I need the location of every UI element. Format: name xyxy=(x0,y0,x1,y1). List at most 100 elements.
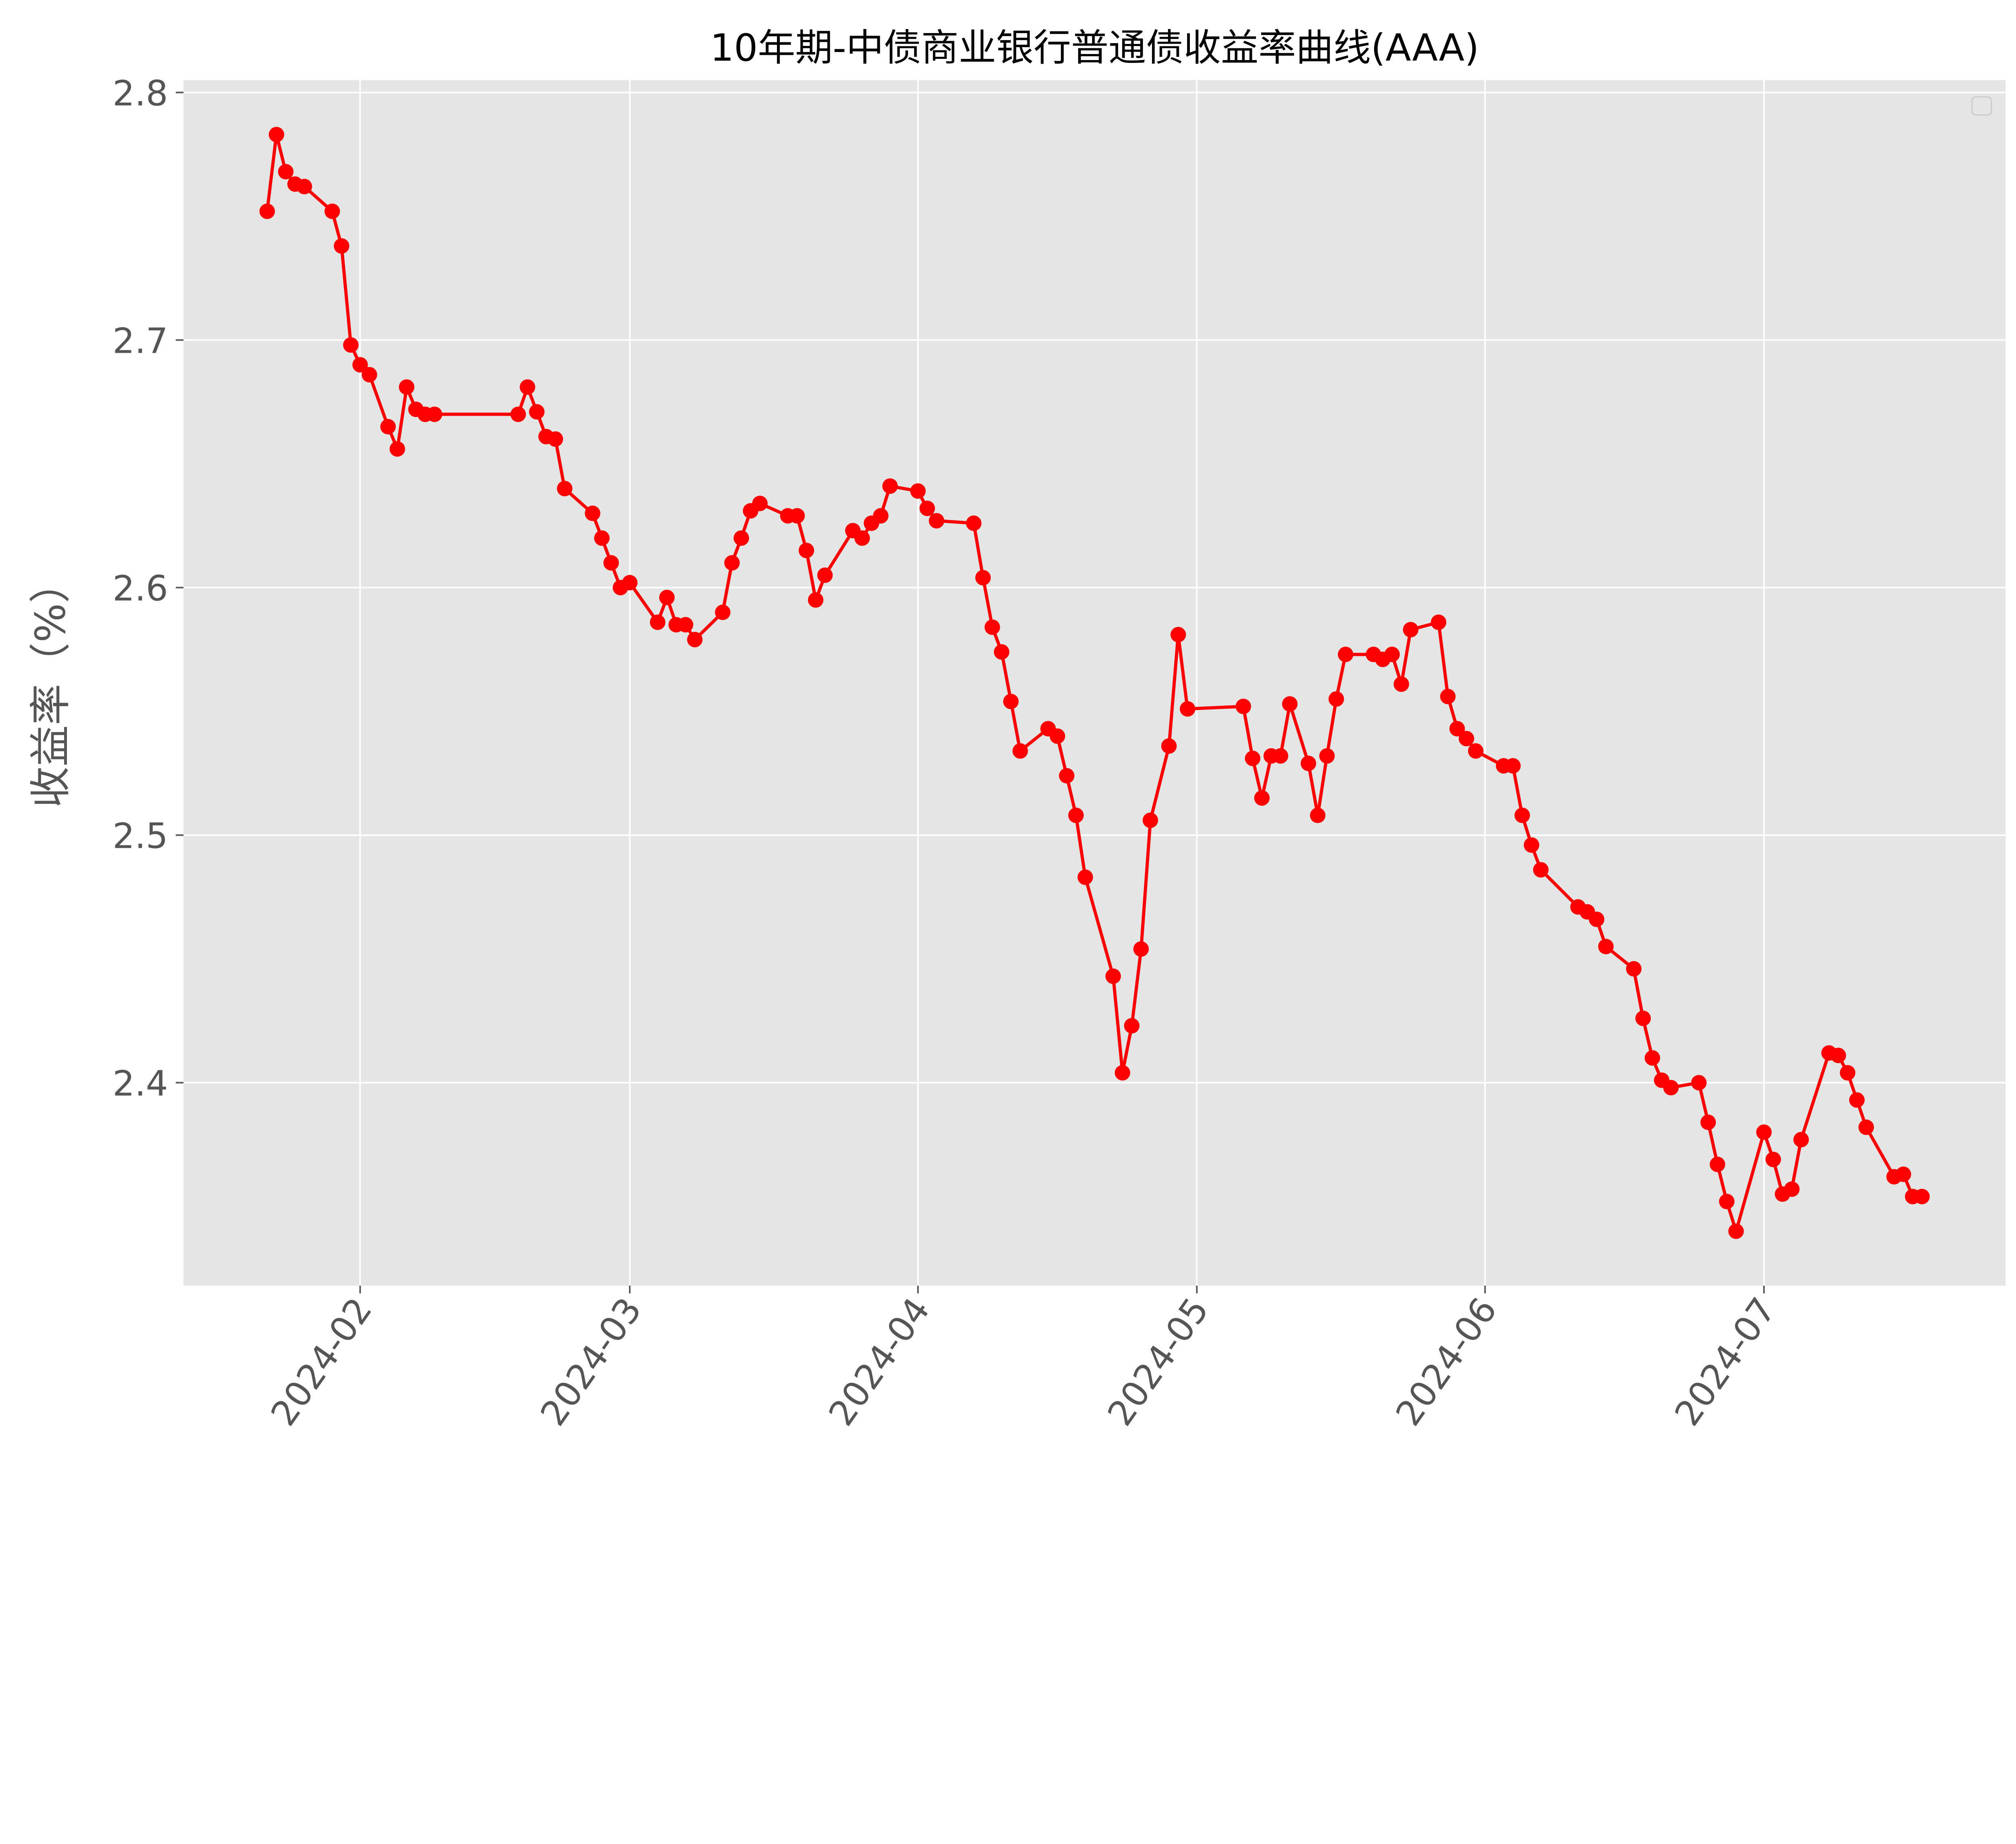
x-tick-label: 2024-05 xyxy=(1100,1290,1216,1433)
data-point xyxy=(1644,1050,1660,1066)
data-point xyxy=(993,644,1010,660)
data-point xyxy=(1514,808,1530,823)
data-point xyxy=(910,483,926,499)
data-point xyxy=(594,530,610,546)
data-point xyxy=(1170,626,1186,643)
y-axis-label: 收益率（%） xyxy=(27,562,75,808)
data-point xyxy=(1329,691,1344,707)
data-point xyxy=(296,179,312,194)
data-point xyxy=(278,164,294,180)
data-point xyxy=(1114,1065,1131,1081)
data-point xyxy=(427,406,442,422)
plot-area xyxy=(183,80,2006,1286)
y-axis: 2.4 2.5 2.6 2.7 2.8 xyxy=(112,73,184,1104)
data-point xyxy=(1319,748,1335,764)
data-point xyxy=(1431,614,1447,630)
data-point xyxy=(1272,748,1289,764)
data-point xyxy=(1393,676,1409,692)
data-point xyxy=(1700,1114,1716,1130)
data-point xyxy=(1180,701,1195,717)
data-point xyxy=(724,555,740,571)
data-point xyxy=(1300,755,1316,771)
data-point xyxy=(1858,1119,1874,1135)
data-point xyxy=(1282,696,1298,712)
data-point xyxy=(929,513,945,529)
data-point xyxy=(557,481,573,497)
data-point xyxy=(1142,812,1158,828)
data-point xyxy=(798,543,814,558)
data-point xyxy=(1710,1156,1725,1172)
data-point xyxy=(352,357,368,373)
data-point xyxy=(343,337,359,353)
data-point xyxy=(510,406,526,422)
chart-title: 10年期-中债商业银行普通债收益率曲线(AAA) xyxy=(710,26,1479,70)
data-point xyxy=(1338,647,1354,662)
data-point xyxy=(975,570,991,586)
y-tick-label: 2.5 xyxy=(112,816,168,857)
data-point xyxy=(1458,731,1475,747)
data-point xyxy=(1440,689,1456,704)
data-point xyxy=(1012,743,1028,759)
x-tick-label: 2024-02 xyxy=(263,1290,380,1433)
data-point xyxy=(362,367,377,383)
y-tick-label: 2.6 xyxy=(112,569,168,609)
data-point xyxy=(333,238,350,254)
data-point xyxy=(1635,1010,1651,1026)
data-point xyxy=(808,592,824,608)
data-point xyxy=(1468,743,1484,759)
data-point xyxy=(520,379,535,395)
x-tick-label: 2024-04 xyxy=(821,1290,938,1433)
data-point xyxy=(1895,1166,1911,1182)
data-point xyxy=(1254,790,1270,806)
data-point xyxy=(715,604,731,620)
data-point xyxy=(1133,941,1149,957)
x-axis: 2024-02 2024-03 2024-04 2024-05 2024-06 2024-… xyxy=(263,1286,1784,1433)
gridlines xyxy=(183,80,2006,1286)
data-point xyxy=(1626,961,1642,977)
data-point xyxy=(1161,738,1177,754)
data-point xyxy=(659,589,675,606)
data-point xyxy=(817,567,833,583)
data-point xyxy=(1524,837,1539,853)
y-tick-label: 2.7 xyxy=(112,321,168,362)
data-point xyxy=(1105,968,1121,984)
data-point xyxy=(1505,758,1521,774)
data-point xyxy=(882,478,898,494)
data-point xyxy=(603,555,619,571)
data-point xyxy=(1059,768,1075,784)
data-point xyxy=(1914,1188,1930,1205)
data-point xyxy=(1003,693,1019,710)
data-point xyxy=(1840,1065,1856,1081)
data-point xyxy=(733,530,749,546)
x-tick-label: 2024-03 xyxy=(533,1290,650,1433)
data-point xyxy=(1765,1151,1781,1168)
data-point xyxy=(380,419,396,435)
x-tick-label: 2024-06 xyxy=(1388,1290,1505,1433)
data-point xyxy=(1245,750,1260,766)
data-point xyxy=(1235,699,1251,714)
data-point xyxy=(1784,1181,1800,1197)
data-point xyxy=(1831,1047,1846,1064)
data-point xyxy=(1068,808,1084,823)
y-tick-label: 2.8 xyxy=(112,73,168,114)
data-point xyxy=(650,614,666,630)
data-point xyxy=(1728,1223,1744,1239)
data-point xyxy=(1663,1080,1679,1096)
data-point xyxy=(677,617,694,633)
data-point xyxy=(1124,1018,1140,1034)
x-tick-label: 2024-07 xyxy=(1667,1290,1784,1433)
data-point xyxy=(854,530,870,546)
data-point xyxy=(622,574,638,591)
data-point xyxy=(1384,647,1400,662)
data-point xyxy=(548,431,563,447)
data-point xyxy=(389,441,405,457)
data-point xyxy=(1793,1132,1809,1148)
data-point xyxy=(1403,622,1418,638)
data-point xyxy=(1719,1194,1735,1209)
series-points xyxy=(259,127,1930,1239)
data-point xyxy=(1310,808,1326,823)
data-point xyxy=(1589,912,1605,927)
data-point xyxy=(529,404,545,420)
data-point xyxy=(1077,869,1093,885)
data-point xyxy=(399,379,414,395)
